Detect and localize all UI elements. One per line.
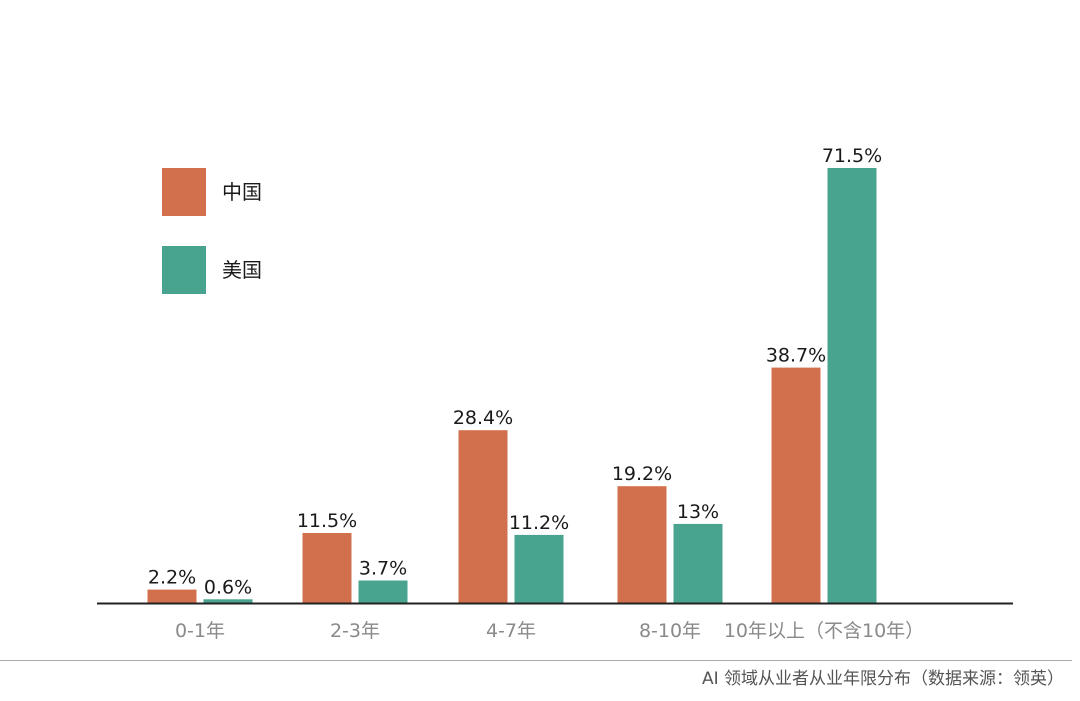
bar-china-3 (617, 486, 667, 603)
legend-swatch-china (162, 168, 206, 216)
data-label-china-1: 11.5% (297, 510, 357, 532)
legend-swatch-usa (162, 246, 206, 294)
data-label-china-4: 38.7% (766, 345, 826, 367)
category-label-0: 0-1年 (175, 620, 225, 642)
bar-usa-1 (358, 580, 408, 603)
data-label-usa-1: 3.7% (359, 558, 407, 580)
category-labels: 0-1年 2-3年 4-7年 8-10年 10年以上（不含10年） (175, 620, 924, 642)
legend: 中国 美国 (162, 168, 262, 294)
legend-label-usa: 美国 (222, 258, 262, 282)
bars-group (147, 168, 877, 603)
data-label-usa-0: 0.6% (204, 576, 252, 598)
data-label-china-0: 2.2% (148, 567, 196, 589)
labels-group: 2.2% 0.6% 11.5% 3.7% 28.4% 11.2% 19.2%13% 38.7%… (148, 145, 882, 598)
bar-china-2 (458, 430, 508, 603)
footer-caption: AI 领域从业者从业年限分布（数据来源：领英） (702, 669, 1064, 689)
data-label-china-3: 19.2% (612, 463, 672, 485)
bar-usa-3 (673, 523, 723, 603)
bar-china-1 (302, 533, 352, 603)
category-label-3: 8-10年 (639, 620, 701, 642)
bar-china-0 (147, 589, 197, 603)
bar-usa-2 (514, 534, 564, 603)
category-label-2: 4-7年 (486, 620, 536, 642)
category-label-1: 2-3年 (330, 620, 380, 642)
data-label-usa-4: 71.5% (822, 145, 882, 167)
category-label-4: 10年以上（不含10年） (724, 620, 924, 642)
legend-label-china: 中国 (222, 180, 262, 204)
data-label-china-2: 28.4% (453, 407, 513, 429)
bar-usa-0 (203, 599, 253, 603)
data-label-usa-3: 13% (677, 501, 719, 523)
data-label-usa-2: 11.2% (509, 512, 569, 534)
bar-china-4 (771, 367, 821, 603)
bar-usa-4 (827, 168, 877, 603)
